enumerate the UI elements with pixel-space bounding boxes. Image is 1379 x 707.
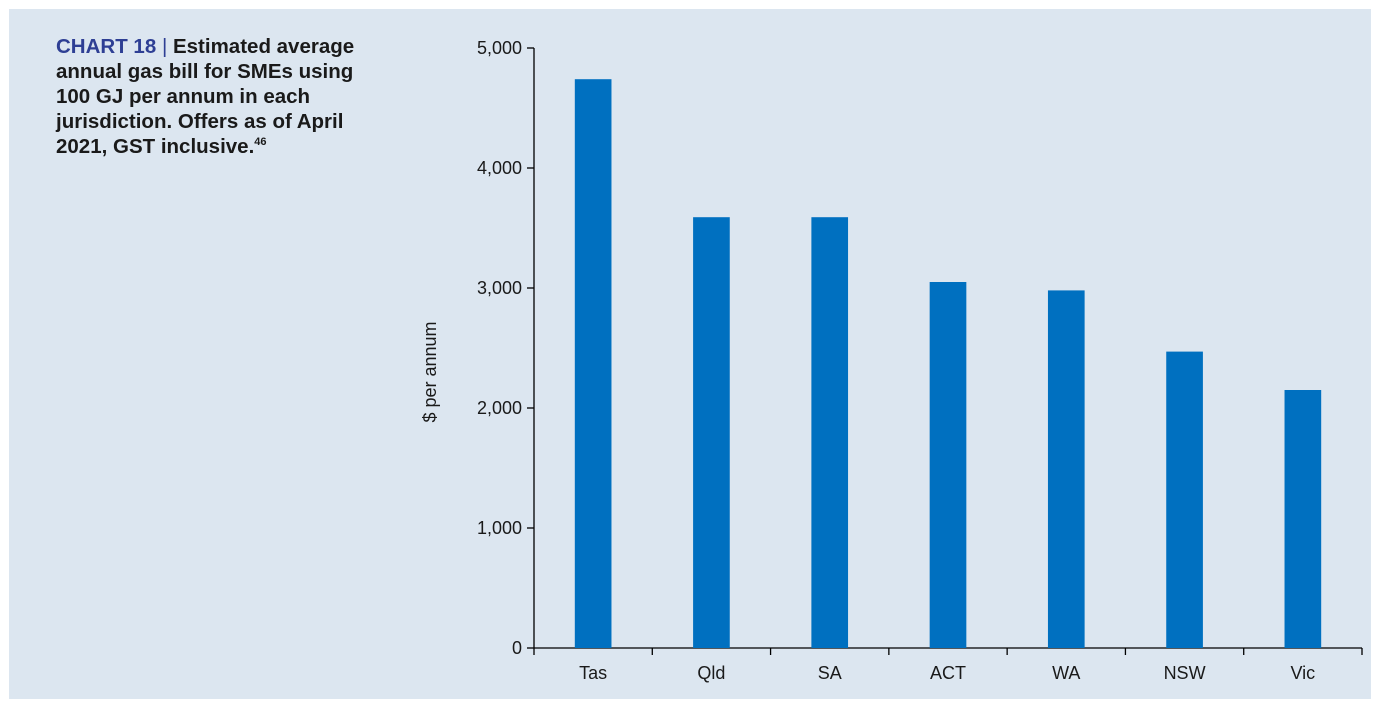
bar-tas xyxy=(574,79,612,648)
bar-vic xyxy=(1284,390,1322,648)
caption-separator: | xyxy=(161,35,168,58)
y-tick-label: 2,000 xyxy=(477,398,522,418)
y-tick-label: 4,000 xyxy=(477,158,522,178)
bar-sa xyxy=(811,217,849,648)
x-axis: Tas Qld SA ACT WA NSW Vic xyxy=(533,647,1363,683)
x-category-label: WA xyxy=(1052,663,1080,683)
footnote-marker: 46 xyxy=(254,136,267,149)
y-axis-title: $ per annum xyxy=(420,321,440,422)
bar-wa xyxy=(1047,290,1085,648)
caption-text: Estimated average annual gas bill for SM… xyxy=(56,35,355,158)
y-tick-label: 5,000 xyxy=(477,38,522,58)
x-category-label: Tas xyxy=(579,663,607,683)
x-category-label: ACT xyxy=(930,663,966,683)
y-tick-label: 1,000 xyxy=(477,518,522,538)
bar-act xyxy=(929,282,967,648)
x-category-label: Vic xyxy=(1291,663,1316,683)
chart-panel xyxy=(9,9,1371,699)
chart-caption: CHART 18 | Estimated average annual gas … xyxy=(56,34,356,159)
y-tick-label: 0 xyxy=(512,638,522,658)
x-category-label: SA xyxy=(818,663,842,683)
y-axis: 0 1,000 2,000 3,000 4,000 5,000 xyxy=(477,38,535,658)
bar-qld xyxy=(693,217,730,648)
x-category-label: NSW xyxy=(1164,663,1206,683)
x-category-label: Qld xyxy=(697,663,725,683)
y-tick-label: 3,000 xyxy=(477,278,522,298)
bar-nsw xyxy=(1166,351,1203,648)
chart-number: CHART 18 xyxy=(56,35,157,58)
bar-series xyxy=(574,79,1322,648)
